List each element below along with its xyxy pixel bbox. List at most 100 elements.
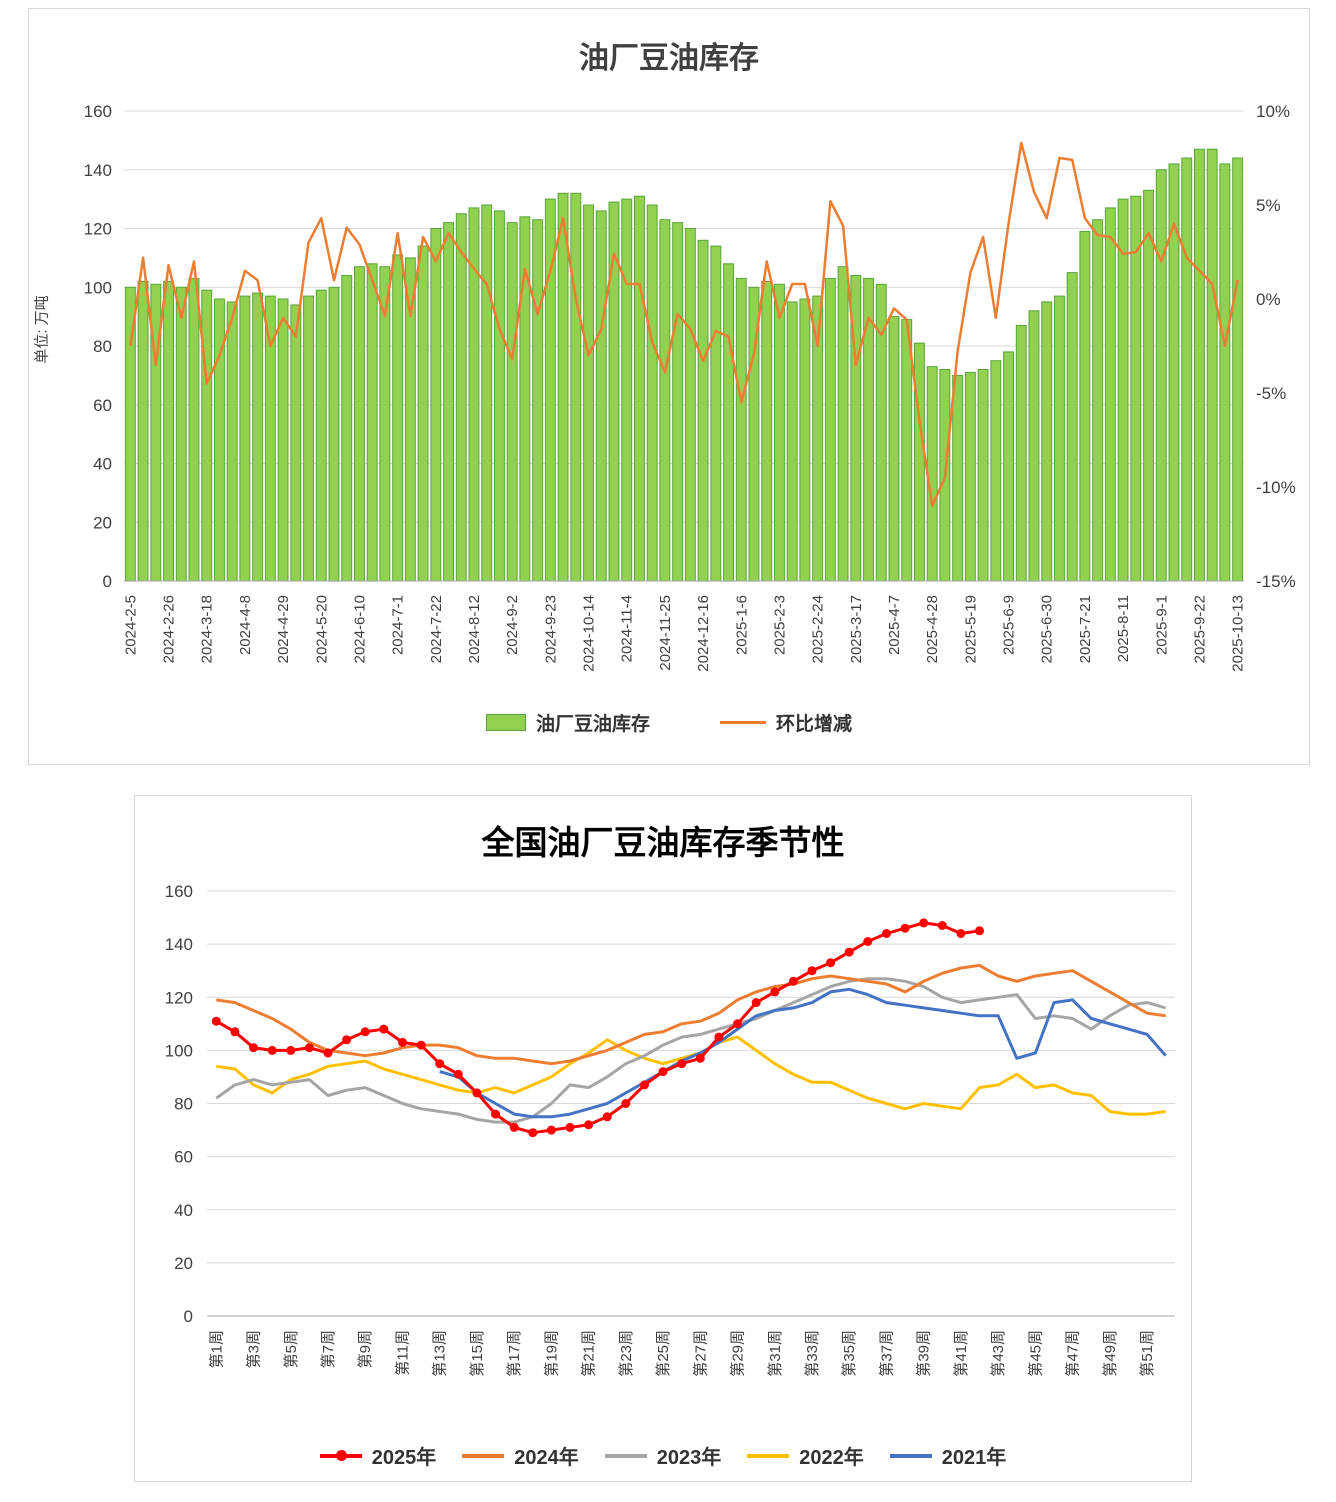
chart2-title: 全国油厂豆油库存季节性 bbox=[481, 823, 845, 862]
legend-label-2024: 2024年 bbox=[514, 1447, 579, 1469]
svg-text:140: 140 bbox=[84, 161, 112, 180]
chart2-x-axis-labels: 第1周 第3周 第5周 第7周 第9周 第11周 第13周 第15周 第17周 第19周 第21周 第… bbox=[207, 1330, 1156, 1377]
svg-text:10%: 10% bbox=[1256, 102, 1290, 121]
svg-text:第11周: 第11周 bbox=[394, 1330, 412, 1376]
legend-label-2021: 2021年 bbox=[941, 1447, 1007, 1469]
legend-item-2021: 2021年 bbox=[889, 1441, 1007, 1470]
svg-text:第49周: 第49周 bbox=[1101, 1330, 1119, 1377]
svg-text:2025-3-17: 2025-3-17 bbox=[848, 595, 865, 663]
svg-text:2024-4-29: 2024-4-29 bbox=[275, 595, 292, 663]
svg-text:第1周: 第1周 bbox=[207, 1330, 225, 1368]
svg-text:第51周: 第51周 bbox=[1138, 1330, 1156, 1377]
legend-item-2023: 2023年 bbox=[604, 1441, 721, 1470]
chart2-y-axis-labels: 0 20 40 60 80 100 120 140 160 bbox=[165, 882, 193, 1326]
legend-item-2024: 2024年 bbox=[462, 1441, 579, 1470]
svg-text:第35周: 第35周 bbox=[840, 1330, 858, 1377]
svg-text:20: 20 bbox=[93, 513, 112, 532]
svg-text:5%: 5% bbox=[1256, 196, 1281, 215]
series-line-2025年 bbox=[215, 921, 980, 1135]
svg-text:第33周: 第33周 bbox=[803, 1330, 821, 1377]
svg-text:2024-7-22: 2024-7-22 bbox=[428, 595, 445, 663]
chart2-gridlines bbox=[207, 890, 1175, 1317]
series-markers-2025年 bbox=[211, 918, 984, 1138]
svg-text:第37周: 第37周 bbox=[878, 1330, 896, 1377]
line-2021-swatch-icon bbox=[889, 1453, 932, 1458]
svg-text:100: 100 bbox=[84, 278, 112, 297]
legend-item-wow-change: 环比增减 bbox=[720, 709, 852, 736]
seasonality-line-chart: 0 20 40 60 80 100 120 140 160 第1周 第3周 第5周 第7周 第9周 第11周… bbox=[165, 882, 1175, 1377]
svg-text:2024-3-18: 2024-3-18 bbox=[199, 595, 216, 663]
svg-text:2025-10-13: 2025-10-13 bbox=[1230, 595, 1247, 672]
svg-text:第3周: 第3周 bbox=[245, 1330, 263, 1368]
svg-text:100: 100 bbox=[165, 1041, 193, 1060]
line-2022-swatch-icon bbox=[747, 1453, 790, 1458]
svg-text:2025-9-22: 2025-9-22 bbox=[1192, 595, 1209, 663]
svg-text:60: 60 bbox=[174, 1148, 193, 1167]
svg-text:2024-8-12: 2024-8-12 bbox=[466, 595, 483, 663]
svg-text:第7周: 第7周 bbox=[319, 1330, 337, 1368]
inventory-chart-panel: 油厂豆油库存 单位: 万吨 0 20 40 60 80 100 120 140 160 10% 5%… bbox=[28, 8, 1310, 765]
chart1-y-axis-unit-label: 单位: 万吨 bbox=[33, 295, 51, 364]
svg-text:2024-7-1: 2024-7-1 bbox=[390, 595, 407, 655]
svg-text:40: 40 bbox=[93, 455, 112, 474]
svg-text:2025-6-30: 2025-6-30 bbox=[1039, 595, 1056, 663]
svg-text:2025-2-3: 2025-2-3 bbox=[772, 595, 789, 655]
bar-swatch-icon bbox=[485, 714, 526, 731]
svg-text:第19周: 第19周 bbox=[542, 1330, 560, 1377]
series-line-2022年 bbox=[216, 1035, 1166, 1116]
svg-text:0%: 0% bbox=[1256, 290, 1281, 309]
legend-item-inventory: 油厂豆油库存 bbox=[485, 709, 650, 736]
svg-text:2025-7-21: 2025-7-21 bbox=[1077, 595, 1094, 663]
svg-text:2025-4-28: 2025-4-28 bbox=[924, 595, 941, 663]
svg-text:2024-4-8: 2024-4-8 bbox=[237, 595, 254, 655]
series-line-2024年 bbox=[216, 963, 1166, 1066]
svg-text:第9周: 第9周 bbox=[356, 1330, 374, 1368]
svg-text:2024-9-23: 2024-9-23 bbox=[542, 595, 559, 663]
svg-text:2025-8-11: 2025-8-11 bbox=[1115, 595, 1132, 662]
svg-text:2024-5-20: 2024-5-20 bbox=[313, 595, 330, 663]
svg-text:第21周: 第21周 bbox=[580, 1330, 598, 1377]
chart2-legend: 2025年 2024年 2023年 2022年 2021年 bbox=[135, 1441, 1191, 1470]
svg-text:2025-1-6: 2025-1-6 bbox=[733, 595, 750, 655]
svg-text:第29周: 第29周 bbox=[729, 1330, 747, 1377]
svg-text:120: 120 bbox=[84, 220, 112, 239]
svg-text:120: 120 bbox=[165, 988, 193, 1007]
svg-text:2024-10-14: 2024-10-14 bbox=[581, 595, 598, 672]
svg-text:第15周: 第15周 bbox=[468, 1330, 486, 1377]
svg-text:第45周: 第45周 bbox=[1026, 1330, 1044, 1377]
svg-text:第27周: 第27周 bbox=[691, 1330, 709, 1377]
line-2024-swatch-icon bbox=[462, 1453, 505, 1458]
svg-text:2025-4-7: 2025-4-7 bbox=[886, 595, 903, 655]
legend-label-wow-change: 环比增减 bbox=[776, 714, 853, 735]
svg-text:160: 160 bbox=[165, 882, 193, 901]
svg-text:2024-9-2: 2024-9-2 bbox=[504, 595, 521, 655]
svg-text:80: 80 bbox=[174, 1095, 193, 1114]
svg-text:2025-9-1: 2025-9-1 bbox=[1153, 595, 1170, 655]
svg-text:第25周: 第25周 bbox=[654, 1330, 672, 1377]
legend-label-2022: 2022年 bbox=[799, 1447, 864, 1469]
chart1-x-axis-labels: 2024-2-5 2024-2-26 2024-3-18 2024-4-8 2024-4… bbox=[122, 595, 1246, 672]
svg-text:2024-12-16: 2024-12-16 bbox=[695, 595, 712, 672]
svg-text:第17周: 第17周 bbox=[505, 1330, 523, 1377]
svg-text:40: 40 bbox=[174, 1201, 193, 1220]
svg-text:第31周: 第31周 bbox=[766, 1330, 784, 1377]
svg-text:0: 0 bbox=[184, 1307, 193, 1326]
inventory-bar-chart: 0 20 40 60 80 100 120 140 160 10% 5% 0% -5% -10% -15% 2… bbox=[84, 102, 1296, 672]
inventory-bars bbox=[124, 148, 1244, 582]
wow-change-line bbox=[129, 141, 1239, 508]
svg-text:第5周: 第5周 bbox=[282, 1330, 300, 1368]
svg-text:2024-2-5: 2024-2-5 bbox=[122, 595, 139, 655]
svg-text:第43周: 第43周 bbox=[989, 1330, 1007, 1377]
svg-text:-10%: -10% bbox=[1256, 478, 1296, 497]
svg-text:2024-6-10: 2024-6-10 bbox=[352, 595, 369, 663]
chart1-right-axis-labels: 10% 5% 0% -5% -10% -15% bbox=[1256, 102, 1296, 591]
svg-text:第39周: 第39周 bbox=[915, 1330, 933, 1377]
line-2025-swatch-icon bbox=[319, 1449, 362, 1461]
chart1-title: 油厂豆油库存 bbox=[579, 42, 759, 75]
svg-text:2024-11-4: 2024-11-4 bbox=[619, 595, 636, 662]
series-line-2021年 bbox=[439, 987, 1167, 1119]
line-swatch-icon bbox=[720, 721, 766, 724]
line-2023-swatch-icon bbox=[604, 1453, 647, 1458]
svg-text:80: 80 bbox=[93, 337, 112, 356]
svg-text:2025-6-9: 2025-6-9 bbox=[1001, 595, 1018, 655]
